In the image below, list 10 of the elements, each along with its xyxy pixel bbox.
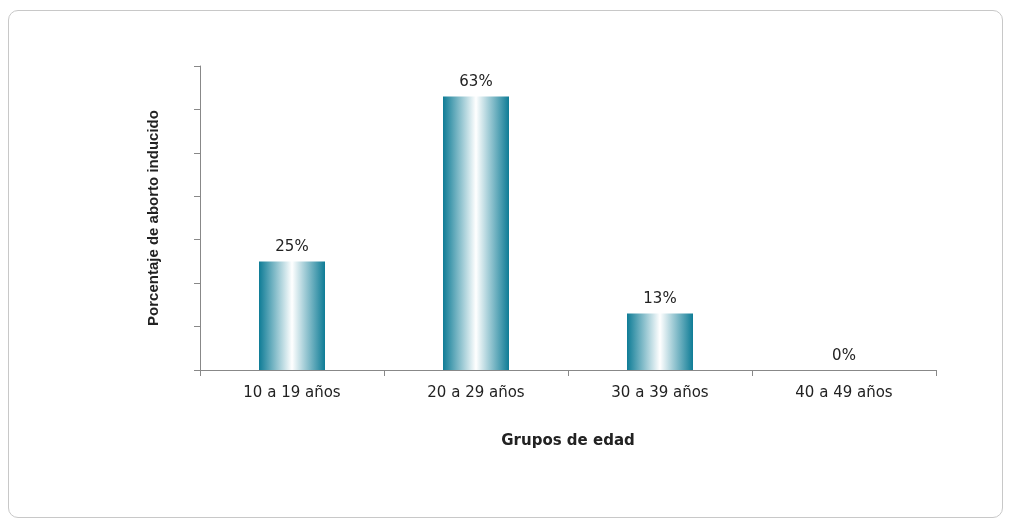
data-label: 25% bbox=[275, 236, 309, 255]
x-tick-label: 10 a 19 años bbox=[243, 382, 341, 401]
data-label: 0% bbox=[832, 345, 856, 364]
data-label: 13% bbox=[643, 289, 677, 308]
x-tick-label: 20 a 29 años bbox=[427, 382, 525, 401]
y-axis-title: Porcentaje de aborto inducido bbox=[144, 110, 161, 326]
x-axis-title: Grupos de edad bbox=[501, 430, 635, 449]
x-tick-label: 30 a 39 años bbox=[611, 382, 709, 401]
data-label: 63% bbox=[459, 71, 493, 90]
x-tick-label: 40 a 49 años bbox=[795, 382, 893, 401]
